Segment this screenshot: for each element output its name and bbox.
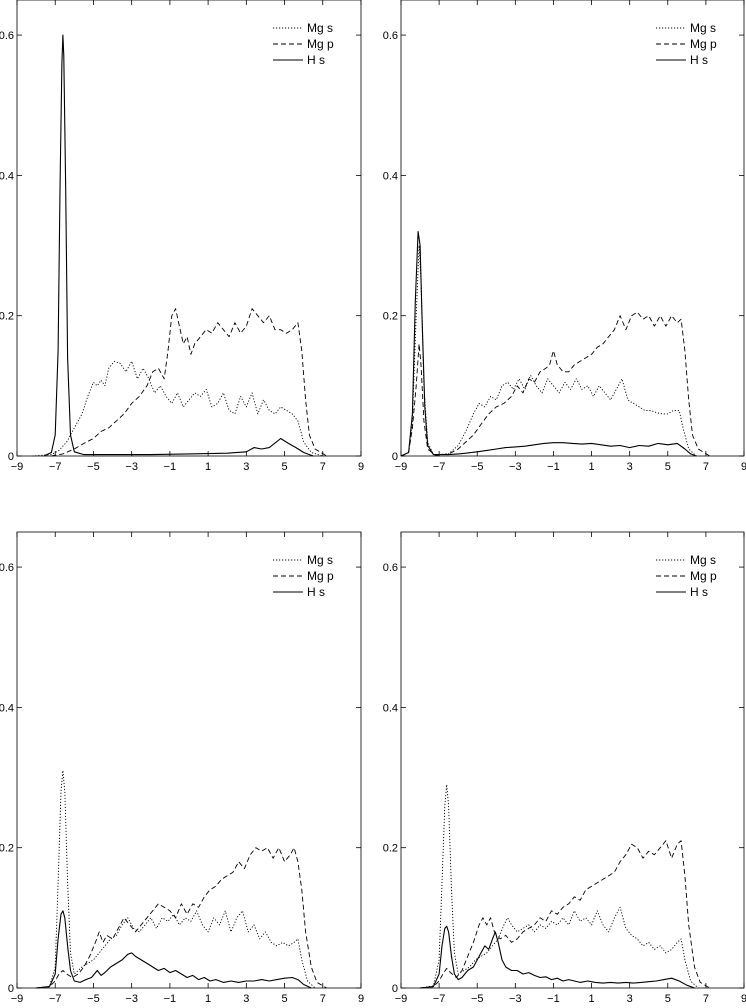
x-tick-label: −3 (125, 461, 138, 473)
y-tick-label: 0.6 (383, 30, 398, 42)
legend-label: Mg s (690, 553, 716, 567)
x-tick-label: 5 (665, 461, 671, 473)
y-tick-label: 0.4 (0, 702, 14, 714)
x-tick-label: 5 (281, 461, 287, 473)
x-tick-label: 5 (665, 993, 671, 1005)
x-tick-label: 9 (741, 461, 746, 473)
plot-frame (16, 531, 362, 989)
x-tick-label: −5 (87, 993, 100, 1005)
y-tick-label: 0.4 (383, 170, 398, 182)
series-line-h-s (420, 925, 695, 989)
legend-label: Mg s (307, 553, 333, 567)
x-tick-label: −9 (11, 461, 24, 473)
y-tick-label: 0 (392, 451, 398, 463)
legend: Mg s Mg p H s (273, 21, 334, 67)
x-tick-label: −9 (395, 461, 408, 473)
x-tick-label: 9 (358, 461, 364, 473)
legend-label: Mg p (307, 569, 334, 583)
x-tick-label: 1 (588, 993, 594, 1005)
y-tick-label: 0.2 (0, 843, 14, 855)
x-tick-label: 7 (703, 461, 709, 473)
series-line-h-s (43, 34, 314, 457)
legend-label: Mg s (690, 21, 716, 35)
y-tick-label: 0 (8, 983, 14, 995)
legend: Mg s Mg p H s (273, 553, 334, 599)
legend: Mg s Mg p H s (656, 21, 717, 67)
x-tick-label: −1 (547, 461, 560, 473)
chart-panel-4: −9 −7 −5 −3 −1 1 3 5 7 9 0 0.2 0.4 0.6 Mg s Mg p H s (383, 531, 746, 1005)
x-tick-label: 3 (627, 993, 633, 1005)
x-tick-label: −5 (87, 461, 100, 473)
chart-panel-3: −9 −7 −5 −3 −1 1 3 5 7 9 0 0.2 0.4 0.6 Mg s Mg p H s (0, 531, 364, 1005)
y-tick-label: 0.4 (0, 170, 14, 182)
x-tick-label: −7 (433, 993, 446, 1005)
y-tick-label: 0.4 (383, 702, 398, 714)
x-tick-label: 1 (588, 461, 594, 473)
y-tick-label: 0 (392, 983, 398, 995)
legend-label: H s (307, 585, 325, 599)
x-tick-label: −9 (395, 993, 408, 1005)
x-tick-label: 7 (320, 993, 326, 1005)
x-tick-label: −1 (547, 993, 560, 1005)
x-tick-label: −7 (49, 993, 62, 1005)
x-tick-label: −7 (49, 461, 62, 473)
x-tick-label: −7 (433, 461, 446, 473)
x-tick-label: 7 (703, 993, 709, 1005)
y-tick-label: 0.2 (383, 843, 398, 855)
x-tick-label: −1 (164, 993, 177, 1005)
y-tick-label: 0.6 (383, 562, 398, 574)
y-tick-label: 0 (8, 451, 14, 463)
x-tick-label: −1 (164, 461, 177, 473)
legend-label: Mg s (307, 21, 333, 35)
x-tick-label: −3 (509, 993, 522, 1005)
series-line-h-s (400, 230, 697, 457)
x-tick-label: −9 (11, 993, 24, 1005)
x-tick-label: 3 (243, 461, 249, 473)
x-tick-label: 3 (627, 461, 633, 473)
legend: Mg s Mg p H s (656, 553, 717, 599)
series-line-mg-s (32, 360, 323, 457)
legend-label: Mg p (690, 37, 717, 51)
y-tick-label: 0.2 (383, 311, 398, 323)
x-tick-label: −3 (125, 993, 138, 1005)
x-tick-label: 1 (205, 461, 211, 473)
legend-label: H s (690, 585, 708, 599)
chart-panel-1: −9 −7 −5 −3 −1 1 3 5 7 9 0 0.2 0.4 0.6 Mg s Mg p H s (0, 0, 364, 473)
x-tick-label: 7 (320, 461, 326, 473)
legend-label: Mg p (307, 37, 334, 51)
series-line-mg-s (400, 245, 697, 457)
y-tick-label: 0.6 (0, 562, 14, 574)
series-line-mg-p (51, 308, 327, 457)
plot-frame (400, 531, 745, 989)
y-tick-label: 0.2 (0, 311, 14, 323)
plot-frame (16, 0, 362, 457)
legend-label: H s (690, 53, 708, 67)
series-line-mg-s (420, 784, 699, 989)
x-tick-label: 3 (243, 993, 249, 1005)
y-tick-label: 0.6 (0, 30, 14, 42)
plot-frame (400, 0, 745, 457)
legend-label: H s (307, 53, 325, 67)
x-tick-label: 5 (281, 993, 287, 1005)
series-line-mg-p (400, 311, 710, 457)
series-line-mg-p (420, 840, 710, 989)
x-tick-label: 9 (741, 993, 746, 1005)
x-tick-label: −5 (471, 461, 484, 473)
x-tick-label: −5 (471, 993, 484, 1005)
legend-label: Mg p (690, 569, 717, 583)
series-line-mg-s (36, 770, 316, 989)
x-tick-label: 9 (358, 993, 364, 1005)
chart-panel-2: −9 −7 −5 −3 −1 1 3 5 7 9 0 0.2 0.4 0.6 Mg s Mg p H s (383, 0, 746, 473)
series-line-h-s (36, 910, 312, 989)
x-tick-label: −3 (509, 461, 522, 473)
series-line-mg-p (36, 847, 327, 989)
x-tick-label: 1 (205, 993, 211, 1005)
